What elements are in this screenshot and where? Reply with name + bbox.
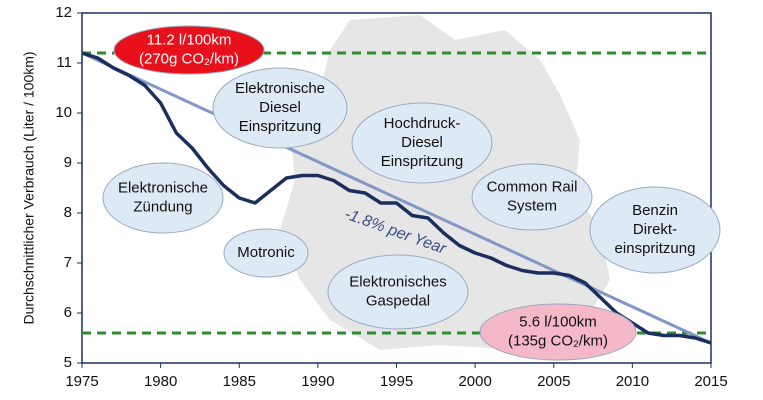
data-line xyxy=(81,51,712,345)
callout-text: (270g CO₂/km) xyxy=(139,50,239,67)
callout-text: Diesel xyxy=(259,99,301,116)
callout-bubble xyxy=(479,303,637,361)
callout-text: Elektronische xyxy=(118,179,208,196)
callout-bubble xyxy=(471,163,593,231)
callout-text: einspritzung xyxy=(615,240,696,257)
callout-text: 11.2 l/100km xyxy=(147,31,232,48)
x-tick-label: 2000 xyxy=(458,373,491,390)
callout-text: Benzin xyxy=(632,202,678,219)
callout-bubble xyxy=(589,186,721,274)
y-tick-label: 12 xyxy=(55,4,72,21)
callout-text: System xyxy=(507,197,557,214)
x-tick-label: 1985 xyxy=(223,373,256,390)
callout-text: 5.6 l/100km xyxy=(519,313,597,330)
callout-text: Common Rail xyxy=(487,178,578,195)
callout-text: (135g CO₂/km) xyxy=(508,332,608,349)
callout-bubble xyxy=(102,162,224,234)
x-tick-label: 1995 xyxy=(380,373,413,390)
callout-text: Motronic xyxy=(237,244,295,261)
callout-bubble xyxy=(327,254,469,330)
callout-text: Gaspedal xyxy=(366,292,430,309)
x-tick-label: 2015 xyxy=(694,373,727,390)
y-tick-label: 5 xyxy=(64,354,72,371)
callout-text: Direkt- xyxy=(633,221,677,238)
y-tick-label: 11 xyxy=(56,54,72,71)
callout-text: Einspritzung xyxy=(239,118,322,135)
callout-text: Elektronisches xyxy=(349,273,447,290)
x-tick-label: 1990 xyxy=(301,373,334,390)
callout-bubble xyxy=(212,67,348,149)
callout-text: Hochdruck- xyxy=(384,115,461,132)
x-tick-label: 1975 xyxy=(65,373,98,390)
y-tick-label: 8 xyxy=(64,204,72,221)
y-tick-label: 6 xyxy=(64,304,72,321)
y-tick-label: 9 xyxy=(64,154,72,171)
y-tick-label: 7 xyxy=(64,254,72,271)
x-tick-label: 2010 xyxy=(616,373,649,390)
x-tick-label: 2005 xyxy=(537,373,570,390)
y-axis-label: Durchschnittlicher Verbrauch (Liter / 10… xyxy=(21,51,37,324)
trend-line xyxy=(81,51,712,345)
callout-text: Elektronische xyxy=(235,80,325,97)
callout-bubble xyxy=(351,102,493,184)
callout-bubble xyxy=(223,228,309,278)
y-tick-label: 10 xyxy=(55,104,72,121)
x-tick-label: 1980 xyxy=(144,373,177,390)
callout-text: Zündung xyxy=(133,198,192,215)
callout-text: Diesel xyxy=(401,134,443,151)
callout-text: Einspritzung xyxy=(381,153,464,170)
callout-bubble xyxy=(113,25,265,75)
